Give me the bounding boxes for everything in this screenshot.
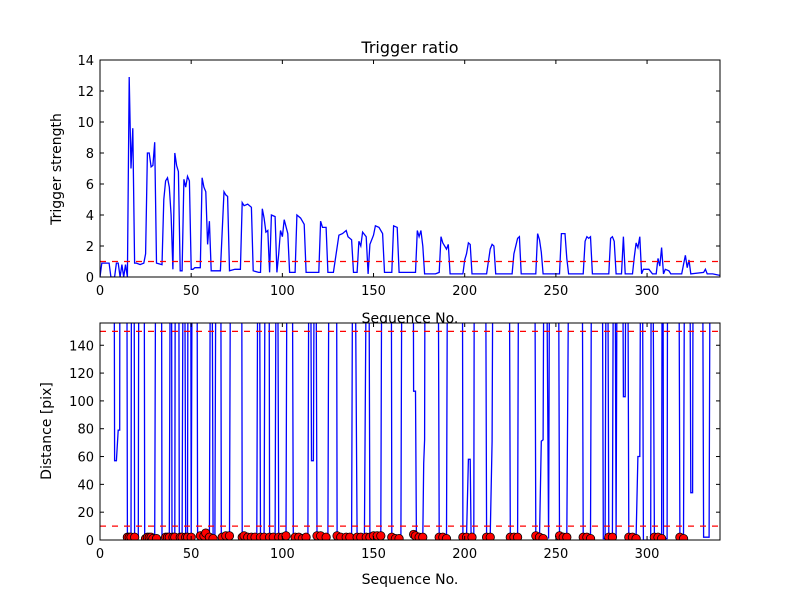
detection-marker [281, 531, 291, 540]
detection-marker [130, 532, 140, 540]
y-tick-label: 10 [77, 116, 94, 131]
y-tick-label: 8 [86, 147, 94, 162]
plot-area [100, 60, 720, 277]
chart-title: Trigger ratio [360, 38, 458, 57]
y-tick-label: 6 [86, 178, 94, 193]
y-tick-label: 2 [86, 240, 94, 255]
detection-marker [585, 534, 596, 540]
plot-area [100, 323, 720, 540]
x-tick-label: 0 [96, 284, 104, 299]
detection-marker [538, 534, 548, 540]
series-line-trigger-strength [100, 76, 720, 277]
y-tick-label: 0 [86, 271, 94, 286]
x-tick-label: 100 [270, 547, 295, 562]
x-tick-label: 300 [635, 284, 660, 299]
detection-marker [607, 532, 618, 540]
detection-marker [678, 534, 689, 540]
x-tick-label: 100 [270, 284, 295, 299]
x-tick-label: 0 [96, 547, 104, 562]
detection-marker [151, 534, 162, 540]
detection-marker [376, 531, 386, 540]
detection-marker [208, 534, 218, 540]
detection-marker [485, 532, 495, 540]
detection-marker [301, 532, 311, 540]
detection-marker [441, 534, 452, 540]
x-tick-label: 150 [361, 547, 386, 562]
axes-frame [99, 322, 721, 541]
x-tick-label: 300 [635, 547, 660, 562]
x-tick-label: 150 [361, 284, 386, 299]
detection-marker [467, 532, 477, 540]
x-tick-label: 50 [183, 547, 200, 562]
x-tick-label: 50 [183, 284, 200, 299]
detection-marker [657, 534, 667, 540]
distance-axes: Sequence No. Distance [pix] 0 50 100 150 200… [39, 322, 721, 588]
y-tick-label: 80 [77, 423, 94, 438]
y-tick-label: 40 [77, 478, 94, 493]
y-tick-label: 4 [86, 209, 94, 224]
detection-marker [224, 531, 235, 540]
x-tick-label: 250 [543, 547, 568, 562]
y-tick-label: 120 [69, 367, 94, 382]
detection-marker [562, 532, 572, 540]
x-tick-label: 200 [452, 284, 477, 299]
x-tick-label: 250 [543, 284, 568, 299]
detection-marker [321, 532, 331, 540]
y-tick-label: 0 [86, 534, 94, 549]
y-tick-label: 20 [77, 506, 94, 521]
y-axis-label: Distance [pix] [39, 382, 55, 480]
y-tick-label: 12 [77, 85, 94, 100]
y-tick-label: 60 [77, 451, 94, 466]
y-axis-label: Trigger strength [49, 113, 65, 226]
detection-marker [418, 532, 428, 540]
y-tick-label: 14 [77, 54, 94, 69]
y-tick-label: 140 [69, 339, 94, 354]
axes-frame [99, 59, 721, 278]
x-tick-label: 200 [452, 547, 477, 562]
trigger-ratio-axes: Trigger ratio Sequence No. Trigger stren… [49, 38, 721, 327]
y-tick-label: 100 [69, 395, 94, 410]
detection-marker [512, 532, 523, 540]
detection-marker [394, 534, 404, 540]
detection-marker [631, 534, 641, 540]
x-axis-label: Sequence No. [362, 572, 459, 588]
